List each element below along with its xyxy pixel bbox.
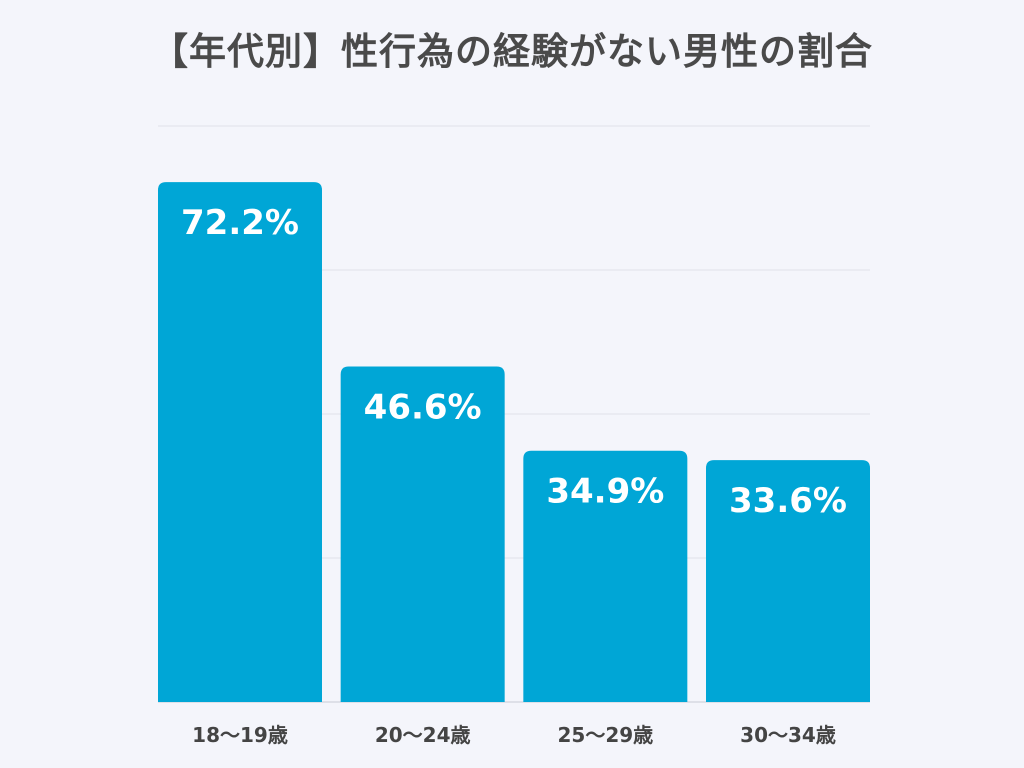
category-label: 20〜24歳	[375, 723, 471, 747]
category-labels: 18〜19歳 20〜24歳 25〜29歳 30〜34歳	[192, 723, 836, 747]
chart-title: 【年代別】性行為の経験がない男性の割合	[151, 30, 873, 73]
bar-value-label: 46.6%	[364, 387, 482, 427]
bar-value-label: 72.2%	[181, 203, 299, 243]
bar	[158, 182, 322, 702]
bar	[340, 366, 505, 702]
bars	[158, 182, 870, 702]
bar-value-label: 33.6%	[729, 481, 847, 521]
category-label: 30〜34歳	[740, 723, 836, 747]
bar	[523, 450, 688, 702]
category-label: 25〜29歳	[557, 723, 653, 747]
bar	[706, 460, 870, 702]
bar-value-label: 34.9%	[546, 472, 664, 512]
category-label: 18〜19歳	[192, 723, 288, 747]
bar-value-labels: 72.2% 46.6% 34.9% 33.6%	[181, 203, 847, 521]
